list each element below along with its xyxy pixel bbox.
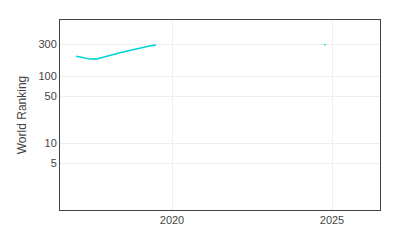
svg-text:10: 10: [45, 137, 57, 149]
svg-text:100: 100: [38, 70, 56, 82]
svg-text:2025: 2025: [320, 214, 344, 226]
svg-text:50: 50: [45, 90, 57, 102]
svg-text:5: 5: [51, 157, 57, 169]
svg-text:World Ranking: World Ranking: [15, 76, 29, 154]
svg-text:300: 300: [38, 38, 56, 50]
svg-text:2020: 2020: [160, 214, 184, 226]
